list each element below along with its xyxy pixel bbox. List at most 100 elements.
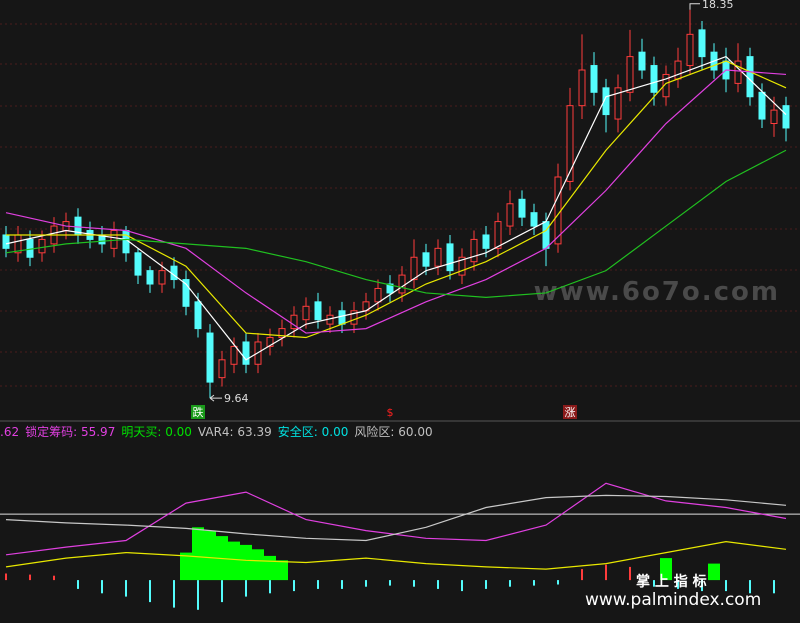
legend-name: 风险区: — [354, 425, 395, 439]
buy-bar — [660, 558, 672, 581]
candle-body — [470, 238, 478, 263]
candle-body — [110, 230, 118, 249]
candle-body — [410, 256, 418, 281]
indicator-bar — [461, 580, 463, 592]
buy-bar — [252, 549, 264, 581]
candle-body — [146, 270, 154, 285]
indicator-bar — [101, 580, 103, 594]
indicator-line — [5, 494, 787, 542]
indicator-bar — [5, 573, 7, 581]
candle-body — [698, 29, 706, 58]
candle-body — [290, 314, 298, 330]
signal-text: 跌 — [193, 405, 204, 419]
candle-body — [686, 33, 694, 67]
candle-body — [530, 212, 538, 227]
indicator-bar — [533, 580, 535, 586]
candle-body — [782, 105, 790, 129]
legend-name: 明天买: — [121, 425, 162, 439]
candle-body — [494, 221, 502, 249]
candle-body — [350, 310, 358, 325]
indicator-bar — [773, 580, 775, 594]
indicator-bar — [389, 580, 391, 586]
indicator-line — [5, 540, 787, 570]
candle-body — [338, 310, 346, 325]
candle-body — [458, 256, 466, 276]
candle-body — [542, 221, 550, 249]
candle-body — [578, 69, 586, 107]
signal-text: $ — [387, 406, 394, 419]
legend-value: 55.97 — [80, 425, 116, 439]
buy-bar — [264, 555, 276, 581]
candle-body — [158, 270, 166, 285]
indicator-bar — [557, 580, 559, 585]
legend-value: 63.39 — [237, 425, 272, 439]
candle-body — [2, 234, 10, 249]
legend-value: 0.00 — [165, 425, 192, 439]
legend-prefix: .62 — [0, 425, 20, 439]
candle-body — [134, 252, 142, 276]
signal-text: 涨 — [565, 406, 576, 419]
low-label: 9.64 — [224, 392, 249, 405]
indicator-line — [5, 482, 787, 556]
buy-bar — [192, 527, 204, 581]
candle-body — [758, 91, 766, 120]
candle-body — [518, 198, 526, 218]
high-label: 18.35 — [702, 0, 734, 11]
indicator-bar — [173, 580, 175, 608]
legend-value: 0.00 — [321, 425, 349, 439]
indicator-bar — [269, 580, 271, 594]
candle-body — [770, 109, 778, 125]
buy-bar — [228, 541, 240, 581]
candle-body — [734, 60, 742, 84]
legend-name: VAR4: — [197, 425, 234, 439]
indicator-bar — [581, 569, 583, 581]
buy-bar — [204, 530, 216, 581]
candle-body — [506, 203, 514, 227]
indicator-bar — [509, 580, 511, 587]
low-marker — [209, 394, 222, 402]
indicator-bar — [749, 580, 751, 594]
indicator-bar — [485, 580, 487, 589]
indicator-bar — [341, 580, 343, 589]
watermark-url: www.palmindex.com — [585, 590, 761, 610]
candle-body — [230, 345, 238, 365]
indicator-bar — [29, 574, 31, 581]
indicator-bar — [53, 575, 55, 581]
candle-body — [482, 234, 490, 249]
signal-box — [563, 405, 577, 419]
indicator-bar — [149, 580, 151, 603]
candle-body — [590, 65, 598, 93]
candle-body — [674, 60, 682, 80]
legend-value: 60.00 — [398, 425, 433, 439]
candle-body — [374, 287, 382, 303]
indicator-bar — [725, 580, 727, 592]
candle-body — [302, 305, 310, 321]
indicator-bar — [77, 580, 79, 589]
buy-bar — [180, 552, 192, 581]
candle-body — [566, 105, 574, 182]
buy-bar — [708, 563, 720, 581]
candle-body — [746, 56, 754, 98]
watermark-brand: 掌 上 指 标 — [636, 573, 707, 590]
watermark: www.6o7o.com — [534, 277, 780, 307]
candle-body — [242, 341, 250, 365]
indicator-bar — [437, 580, 439, 589]
indicator-bar — [293, 580, 295, 592]
moving-average — [5, 69, 787, 334]
candle-body — [398, 274, 406, 294]
candle-body — [554, 176, 562, 245]
indicator-bar — [365, 580, 367, 587]
indicator-bar — [413, 580, 415, 587]
candle-body — [626, 56, 634, 93]
candle-body — [386, 283, 394, 294]
signal-box — [191, 405, 205, 419]
moving-average — [5, 55, 787, 361]
candle-body — [314, 301, 322, 321]
candle-body — [266, 337, 274, 347]
candle-body — [602, 87, 610, 116]
indicator-bar — [629, 566, 631, 581]
indicator-bar — [701, 580, 703, 592]
indicator-bar — [221, 580, 223, 603]
